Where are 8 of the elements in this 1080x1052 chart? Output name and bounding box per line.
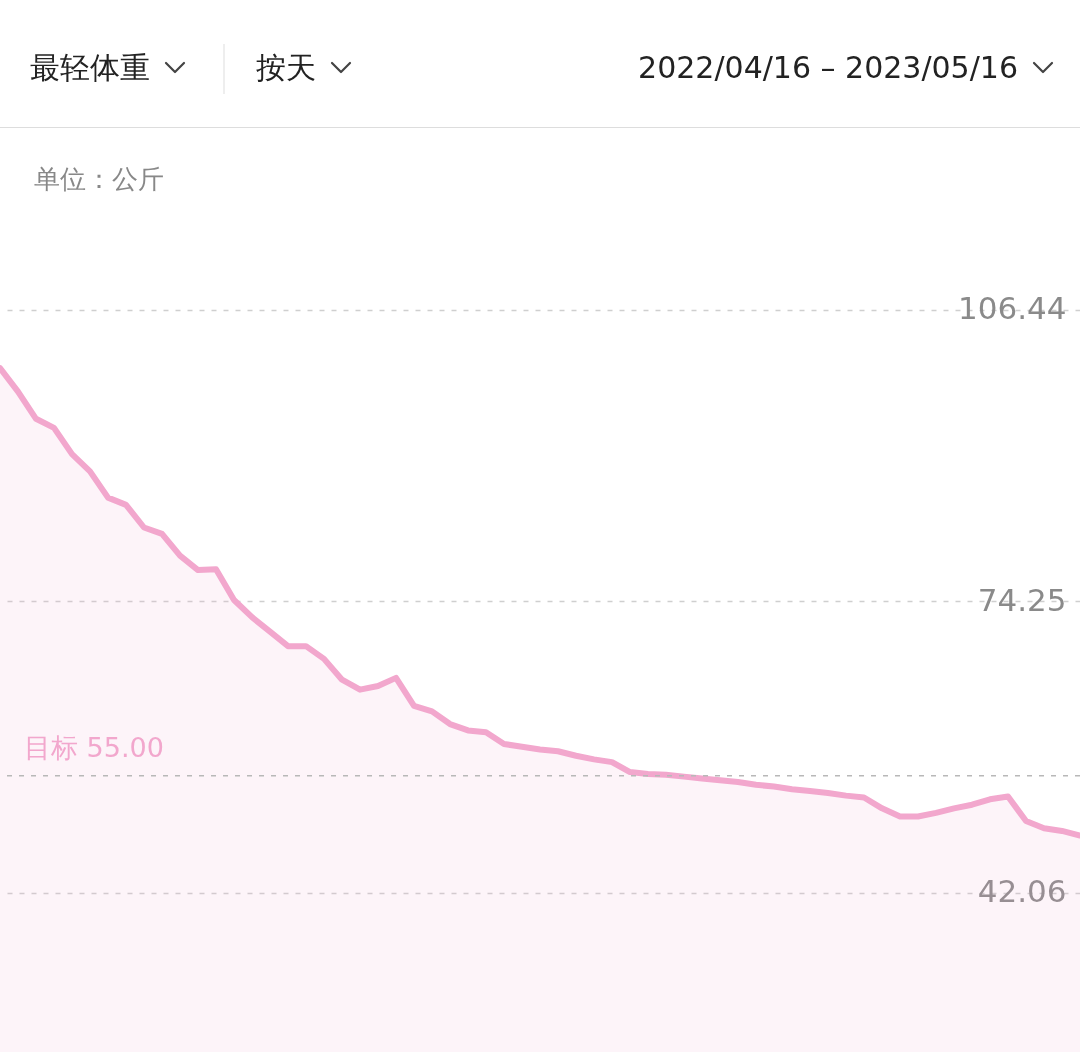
text: 2022/04/16 – 2023/05/16 <box>638 49 1018 87</box>
y-axis-title: 单位：公斤 <box>34 163 164 196</box>
y-tick-label: 42.06 <box>977 873 1067 910</box>
y-tick-label: 74.25 <box>977 581 1067 618</box>
y-tick-label: 106.44 <box>958 290 1067 327</box>
text: 最轻体重 <box>30 49 150 87</box>
ref-line-label: 目标 55.00 <box>24 731 164 763</box>
text: 按天 <box>256 49 316 87</box>
